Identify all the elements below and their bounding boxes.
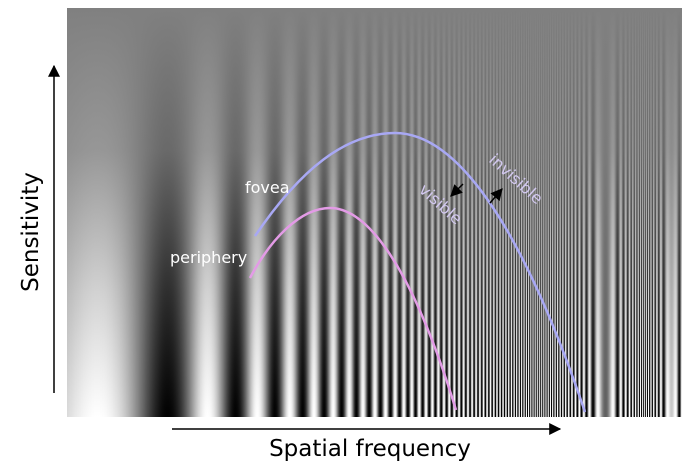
contrast-fade-overlay [67,8,682,417]
visible-direction-arrow [450,183,464,197]
periphery-curve [248,206,458,411]
y-axis-title: Sensitivity [18,172,44,292]
invisible-direction-arrow [489,188,503,204]
fovea-label: fovea [245,178,290,197]
fovea-curve [253,131,587,413]
periphery-label: periphery [170,248,247,267]
grating-pattern [67,8,682,417]
x-axis-title: Spatial frequency [269,436,471,462]
